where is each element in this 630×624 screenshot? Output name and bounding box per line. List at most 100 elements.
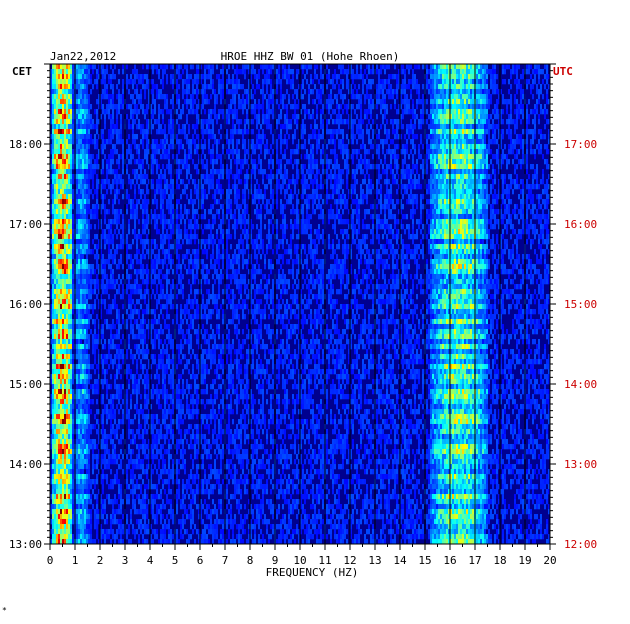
heatmap-cell bbox=[314, 199, 316, 205]
heatmap-cell bbox=[526, 84, 528, 90]
heatmap-cell bbox=[384, 64, 386, 70]
heatmap-cell bbox=[122, 184, 124, 190]
heatmap-cell bbox=[56, 184, 58, 190]
heatmap-cell bbox=[50, 204, 52, 210]
heatmap-cell bbox=[492, 109, 494, 115]
heatmap-cell bbox=[108, 109, 110, 115]
heatmap-cell bbox=[438, 159, 440, 165]
heatmap-cell bbox=[120, 104, 122, 110]
heatmap-cell bbox=[442, 139, 444, 145]
heatmap-cell bbox=[172, 119, 174, 125]
heatmap-cell bbox=[218, 174, 220, 180]
heatmap-cell bbox=[364, 69, 366, 75]
heatmap-cell bbox=[168, 129, 170, 135]
heatmap-cell bbox=[372, 104, 374, 110]
heatmap-cell bbox=[296, 144, 298, 150]
heatmap-cell bbox=[164, 94, 166, 100]
heatmap-cell bbox=[162, 119, 164, 125]
heatmap-cell bbox=[110, 154, 112, 160]
heatmap-cell bbox=[284, 64, 286, 70]
heatmap-cell bbox=[86, 79, 88, 85]
heatmap-cell bbox=[486, 144, 488, 150]
heatmap-cell bbox=[210, 159, 212, 165]
heatmap-cell bbox=[180, 109, 182, 115]
heatmap-cell bbox=[54, 94, 56, 100]
heatmap-cell bbox=[178, 99, 180, 105]
heatmap-cell bbox=[60, 69, 62, 75]
heatmap-cell bbox=[118, 179, 120, 185]
heatmap-cell bbox=[362, 189, 364, 195]
heatmap-cell bbox=[442, 174, 444, 180]
heatmap-cell bbox=[490, 209, 492, 215]
heatmap-cell bbox=[72, 69, 74, 75]
heatmap-cell bbox=[476, 204, 478, 210]
heatmap-cell bbox=[284, 179, 286, 185]
heatmap-cell bbox=[166, 149, 168, 155]
heatmap-cell bbox=[544, 204, 546, 210]
heatmap-cell bbox=[54, 194, 56, 200]
heatmap-cell bbox=[376, 179, 378, 185]
heatmap-cell bbox=[352, 169, 354, 175]
heatmap-cell bbox=[380, 199, 382, 205]
heatmap-cell bbox=[142, 179, 144, 185]
heatmap-cell bbox=[446, 99, 448, 105]
heatmap-cell bbox=[226, 89, 228, 95]
heatmap-cell bbox=[378, 149, 380, 155]
heatmap-cell bbox=[214, 94, 216, 100]
heatmap-cell bbox=[548, 194, 550, 200]
heatmap-cell bbox=[458, 84, 460, 90]
heatmap-cell bbox=[62, 129, 64, 135]
heatmap-cell bbox=[434, 199, 436, 205]
heatmap-cell bbox=[166, 199, 168, 205]
heatmap-cell bbox=[88, 104, 90, 110]
heatmap-cell bbox=[208, 184, 210, 190]
heatmap-cell bbox=[430, 69, 432, 75]
heatmap-cell bbox=[308, 199, 310, 205]
heatmap-cell bbox=[214, 104, 216, 110]
heatmap-cell bbox=[466, 194, 468, 200]
heatmap-cell bbox=[526, 169, 528, 175]
heatmap-cell bbox=[64, 149, 66, 155]
heatmap-cell bbox=[526, 79, 528, 85]
heatmap-cell bbox=[432, 129, 434, 135]
heatmap-cell bbox=[170, 79, 172, 85]
heatmap-cell bbox=[458, 64, 460, 70]
heatmap-cell bbox=[418, 149, 420, 155]
heatmap-cell bbox=[342, 69, 344, 75]
heatmap-cell bbox=[234, 69, 236, 75]
heatmap-cell bbox=[130, 114, 132, 120]
heatmap-cell bbox=[544, 109, 546, 115]
heatmap-cell bbox=[462, 199, 464, 205]
heatmap-cell bbox=[450, 199, 452, 205]
heatmap-cell bbox=[64, 79, 66, 85]
heatmap-cell bbox=[84, 114, 86, 120]
heatmap-cell bbox=[332, 184, 334, 190]
heatmap-cell bbox=[352, 129, 354, 135]
heatmap-cell bbox=[456, 184, 458, 190]
heatmap-cell bbox=[440, 129, 442, 135]
heatmap-cell bbox=[156, 164, 158, 170]
heatmap-cell bbox=[252, 144, 254, 150]
heatmap-cell bbox=[178, 149, 180, 155]
heatmap-cell bbox=[182, 124, 184, 130]
heatmap-cell bbox=[360, 189, 362, 195]
heatmap-cell bbox=[452, 129, 454, 135]
heatmap-cell bbox=[82, 199, 84, 205]
heatmap-cell bbox=[160, 129, 162, 135]
heatmap-cell bbox=[526, 204, 528, 210]
heatmap-cell bbox=[86, 129, 88, 135]
heatmap-cell bbox=[64, 189, 66, 195]
heatmap-cell bbox=[172, 79, 174, 85]
heatmap-cell bbox=[472, 194, 474, 200]
heatmap-cell bbox=[242, 139, 244, 145]
heatmap-cell bbox=[232, 184, 234, 190]
heatmap-cell bbox=[356, 94, 358, 100]
heatmap-cell bbox=[404, 74, 406, 80]
heatmap-cell bbox=[280, 174, 282, 180]
heatmap-cell bbox=[340, 119, 342, 125]
heatmap-cell bbox=[408, 164, 410, 170]
heatmap-cell bbox=[56, 124, 58, 130]
heatmap-cell bbox=[446, 69, 448, 75]
heatmap-cell bbox=[350, 134, 352, 140]
heatmap-cell bbox=[472, 114, 474, 120]
